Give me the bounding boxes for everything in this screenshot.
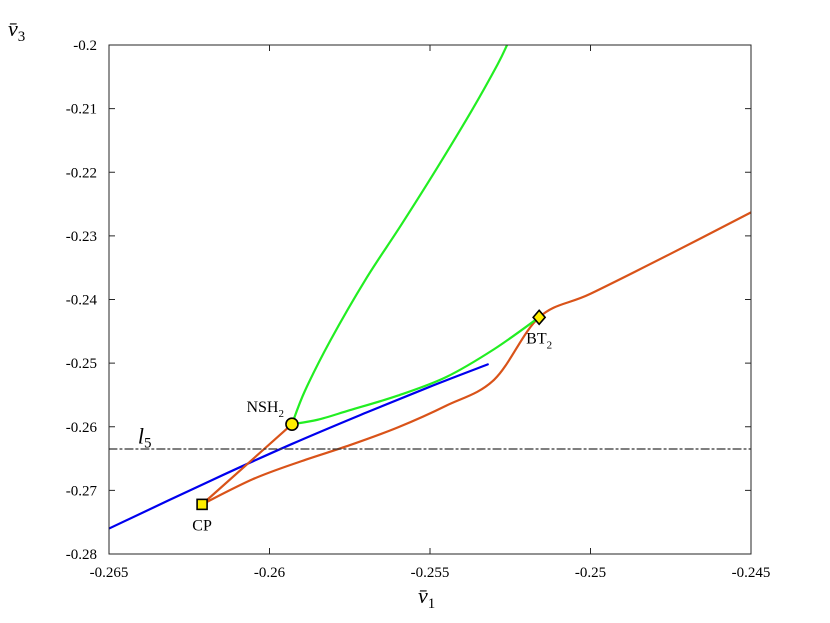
- series-line-orange-2: [200, 211, 751, 506]
- y-tick-label: -0.27: [66, 483, 98, 499]
- series-line-blue-0: [109, 363, 489, 530]
- point-label-nsh: NSH2: [246, 399, 284, 420]
- plot-series: [109, 45, 751, 530]
- l5-line-label: l5: [138, 424, 152, 452]
- nsh2-circle-marker: [285, 417, 299, 432]
- y-tick-label: -0.24: [66, 293, 98, 309]
- y-axis-label: v̄3: [8, 16, 25, 45]
- x-tick-label: -0.26: [254, 565, 286, 581]
- point-label-bt: BT2: [526, 330, 552, 351]
- plot-markers: [196, 309, 547, 511]
- point-label-cp: CP: [192, 517, 212, 534]
- y-ticks: -0.2 -0.21 -0.22 -0.23 -0.24 -0.25 -0.26 -0.27 -…: [66, 38, 751, 563]
- y-tick-label: -0.22: [66, 165, 97, 181]
- y-tick-label: -0.25: [66, 356, 97, 372]
- x-axis-label: v̄1: [418, 583, 435, 612]
- y-tick-label: -0.23: [66, 229, 97, 245]
- cp-square-marker: [196, 498, 208, 511]
- y-tick-label: -0.21: [66, 102, 97, 118]
- y-tick-label: -0.26: [66, 420, 98, 436]
- x-tick-label: -0.25: [575, 565, 606, 581]
- series-line-green-3: [290, 45, 509, 426]
- x-ticks: -0.265 -0.26 -0.255 -0.25 -0.245: [90, 45, 771, 581]
- series-line-green-4: [290, 316, 541, 426]
- bt2-diamond-marker: [532, 309, 547, 326]
- x-tick-label: -0.255: [411, 565, 450, 581]
- point-labels: CP NSH2 BT2 l5: [138, 330, 552, 534]
- series-line-orange-1: [200, 423, 294, 506]
- y-tick-label: -0.28: [66, 547, 97, 563]
- x-tick-label: -0.265: [90, 565, 129, 581]
- x-tick-label: -0.245: [732, 565, 771, 581]
- y-tick-label: -0.2: [73, 38, 97, 54]
